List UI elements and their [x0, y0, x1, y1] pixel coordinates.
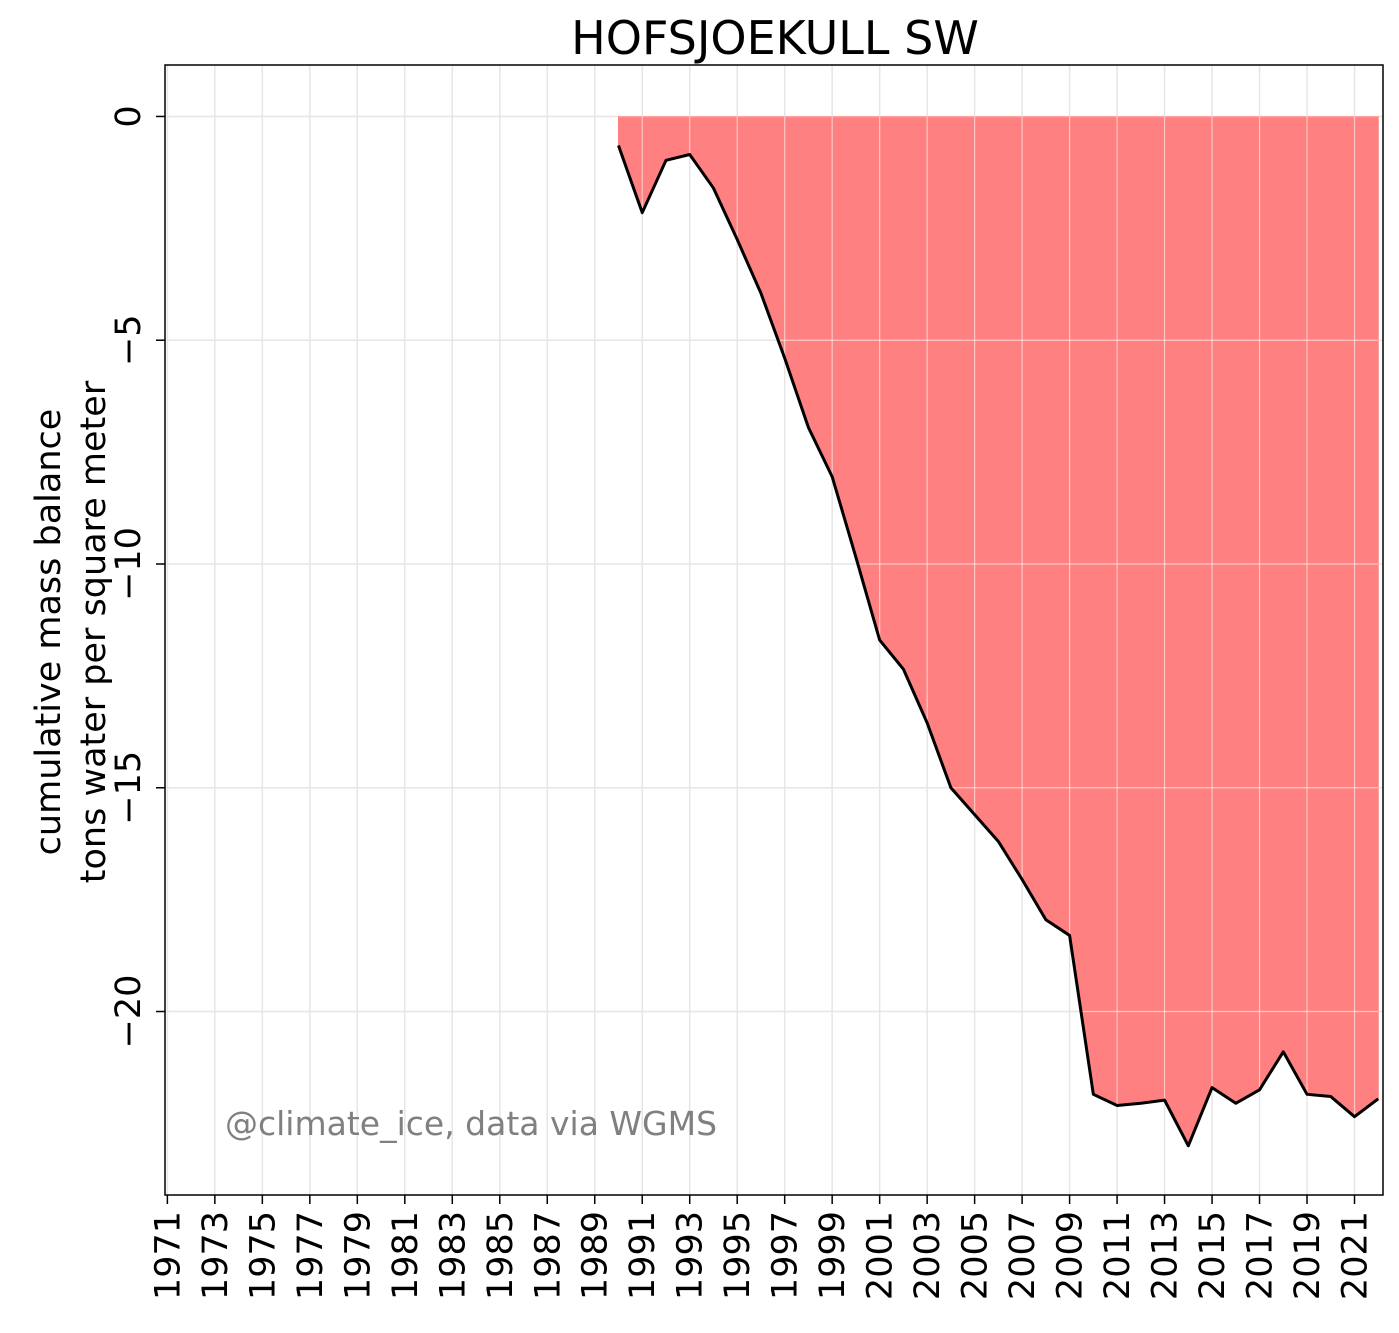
data-point-2008: [1044, 918, 1048, 922]
y-tick-label: −5: [109, 314, 149, 366]
x-tick-label: 2003: [908, 1211, 948, 1300]
data-point-2001: [878, 638, 882, 642]
data-point-1999: [830, 475, 834, 479]
x-tick-label: 1979: [338, 1211, 378, 1300]
data-point-1997: [783, 356, 787, 360]
x-tick-label: 1973: [196, 1211, 236, 1300]
data-point-2010: [1091, 1092, 1095, 1096]
series-line-layer: [617, 145, 1380, 1148]
x-axis-ticks: 1971 1973 1975 1977 1979 1981 1983 1985 1987 1989…: [148, 1195, 1376, 1300]
data-point-1995: [735, 238, 739, 242]
x-tick-label: 1999: [813, 1211, 853, 1300]
data-point-1991: [640, 211, 644, 215]
x-tick-label: 1987: [528, 1211, 568, 1300]
x-tick-label: 2021: [1336, 1211, 1376, 1300]
x-tick-label: 1995: [718, 1211, 758, 1300]
x-tick-label: 1977: [291, 1211, 331, 1300]
data-point-2014: [1186, 1144, 1190, 1148]
data-point-2018: [1281, 1050, 1285, 1054]
x-tick-label: 2017: [1241, 1211, 1281, 1300]
data-point-2015: [1210, 1086, 1214, 1090]
y-axis-label-line-1: cumulative mass balance: [29, 409, 69, 856]
data-point-1992: [664, 158, 668, 162]
series-area: [617, 115, 1379, 1147]
x-tick-label: 2013: [1146, 1211, 1186, 1300]
data-point-2006: [996, 839, 1000, 843]
x-tick-label: 1989: [576, 1211, 616, 1300]
x-tick-label: 2005: [956, 1211, 996, 1300]
data-point-2012: [1139, 1101, 1143, 1105]
y-axis-ticks: 0 −5 −10 −15 −20: [109, 105, 165, 1048]
data-point-2011: [1115, 1103, 1119, 1107]
data-point-2021: [1353, 1115, 1357, 1119]
data-point-2022: [1376, 1097, 1380, 1101]
x-tick-label: 1981: [386, 1211, 426, 1300]
x-tick-label: 1991: [623, 1211, 663, 1300]
data-point-1990: [616, 144, 620, 148]
data-point-2017: [1258, 1088, 1262, 1092]
series-line: [617, 145, 1380, 1148]
y-axis-label-line-2: tons water per square meter: [74, 380, 114, 883]
x-tick-label: 2015: [1193, 1211, 1233, 1300]
data-point-2009: [1068, 933, 1072, 937]
chart-title: HOFSJOEKULL SW: [571, 11, 979, 65]
data-point-1998: [806, 425, 810, 429]
data-point-2016: [1234, 1101, 1238, 1105]
data-credit-annotation: @climate_ice, data via WGMS: [225, 1104, 717, 1143]
data-point-2005: [973, 813, 977, 817]
y-tick-label: −20: [109, 975, 149, 1049]
data-point-2013: [1163, 1098, 1167, 1102]
data-point-2019: [1305, 1092, 1309, 1096]
y-tick-label: −15: [109, 751, 149, 825]
data-point-2002: [901, 667, 905, 671]
x-tick-label: 1971: [148, 1211, 188, 1300]
data-point-1994: [711, 186, 715, 190]
axes-frame: [164, 64, 1384, 1196]
x-tick-label: 2007: [1003, 1211, 1043, 1300]
data-point-1993: [688, 153, 692, 157]
data-point-2000: [854, 555, 858, 559]
data-point-1996: [759, 291, 763, 295]
plot-area: [617, 115, 1379, 1147]
x-tick-label: 2001: [861, 1211, 901, 1300]
x-tick-label: 1985: [481, 1211, 521, 1300]
x-tick-label: 2009: [1051, 1211, 1091, 1300]
x-tick-label: 1993: [671, 1211, 711, 1300]
x-tick-label: 1983: [433, 1211, 473, 1300]
y-tick-label: −10: [109, 527, 149, 601]
x-tick-label: 1997: [766, 1211, 806, 1300]
data-point-2020: [1329, 1095, 1333, 1099]
data-point-2003: [925, 721, 929, 725]
data-point-2007: [1020, 877, 1024, 881]
data-point-2004: [949, 786, 953, 790]
y-tick-label: 0: [109, 105, 149, 127]
x-tick-label: 2019: [1288, 1211, 1328, 1300]
x-tick-label: 1975: [243, 1211, 283, 1300]
x-tick-label: 2011: [1098, 1211, 1138, 1300]
